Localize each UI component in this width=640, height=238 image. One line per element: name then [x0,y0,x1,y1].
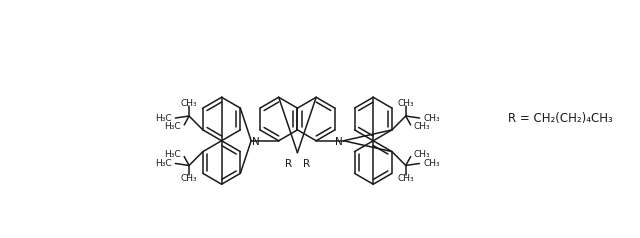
Text: R: R [285,159,292,169]
Text: CH₃: CH₃ [424,114,440,123]
Text: R: R [303,159,310,169]
Text: CH₃: CH₃ [397,174,414,183]
Text: H₃C: H₃C [164,150,181,159]
Text: CH₃: CH₃ [424,159,440,168]
Text: CH₃: CH₃ [397,99,414,108]
Text: CH₃: CH₃ [413,150,430,159]
Text: CH₃: CH₃ [180,99,197,108]
Text: CH₃: CH₃ [180,174,197,183]
Text: H₃C: H₃C [155,159,172,168]
Text: R = CH₂(CH₂)₄CH₃: R = CH₂(CH₂)₄CH₃ [508,113,612,125]
Text: H₃C: H₃C [164,122,181,131]
Text: N: N [335,137,342,147]
Text: CH₃: CH₃ [413,122,430,131]
Text: H₃C: H₃C [155,114,172,123]
Text: N: N [252,137,260,147]
